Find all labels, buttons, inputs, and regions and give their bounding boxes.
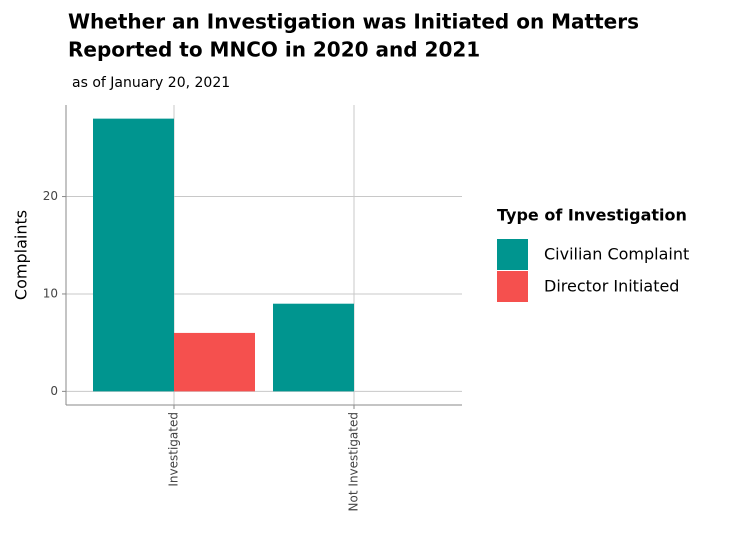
bar <box>174 332 255 392</box>
legend-key <box>497 271 528 302</box>
y-tick-label: 10 <box>43 286 58 300</box>
bar <box>93 118 174 392</box>
bar <box>273 303 354 392</box>
y-tick-label: 0 <box>50 384 58 398</box>
legend-key <box>497 239 528 270</box>
chart-subtitle: as of January 20, 2021 <box>72 75 230 91</box>
legend-title: Type of Investigation <box>497 206 687 225</box>
x-tick-label: Investigated <box>167 412 181 487</box>
y-tick-label: 20 <box>43 189 58 203</box>
chart-title-line: Whether an Investigation was Initiated o… <box>68 10 639 34</box>
x-tick-label: Not Investigated <box>347 412 361 511</box>
y-axis-label: Complaints <box>12 210 31 300</box>
legend-label: Civilian Complaint <box>544 245 689 264</box>
chart-title-line: Reported to MNCO in 2020 and 2021 <box>68 38 480 62</box>
legend-label: Director Initiated <box>544 277 679 296</box>
